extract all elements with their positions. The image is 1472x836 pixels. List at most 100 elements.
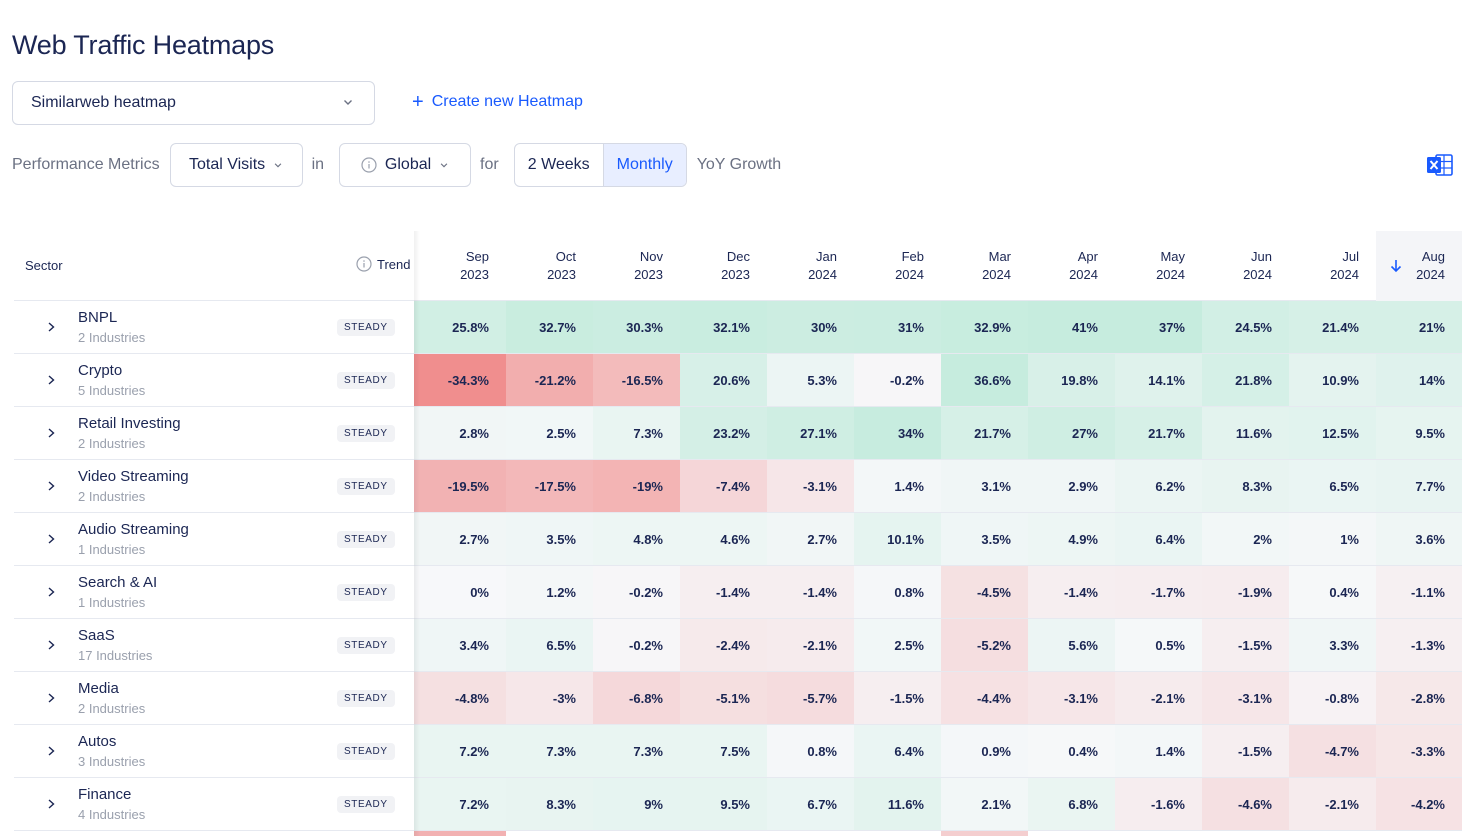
sector-name[interactable]: Autos [78, 733, 117, 750]
chevron-right-icon[interactable] [45, 479, 57, 493]
month-header[interactable]: Mar 2024 [941, 231, 1028, 301]
month-header-month: Jan [816, 249, 837, 264]
month-header[interactable]: Jun 2024 [1202, 231, 1289, 301]
heatmap-cell: 14% [1376, 354, 1462, 406]
heatmap-cell: 25.8% [414, 301, 506, 353]
table-row[interactable]: Crypto 5 Industries STEADY -34.3% -21.2% -16.… [14, 354, 1462, 407]
table-row[interactable]: Search & AI 1 Industries STEADY 0% 1.2% -0.2%… [14, 566, 1462, 619]
heatmap-cell: 7.2% [414, 778, 506, 830]
in-word: in [311, 156, 325, 173]
sector-name[interactable]: Retail Investing [78, 415, 181, 432]
heatmap-cell: 27.1% [767, 407, 854, 459]
heatmap-cell: 27% [1028, 407, 1115, 459]
heatmap-cell: -4.4% [941, 672, 1028, 724]
sector-name[interactable]: Video Streaming [78, 468, 189, 485]
chevron-right-icon[interactable] [45, 797, 57, 811]
heatmap-cell: -3.3% [1376, 725, 1462, 777]
month-header[interactable]: May 2024 [1115, 231, 1202, 301]
sector-header[interactable]: Sector [25, 258, 63, 273]
sector-name[interactable]: BNPL [78, 309, 118, 326]
month-header-month: Jun [1251, 249, 1272, 264]
month-header[interactable]: Oct 2023 [506, 231, 593, 301]
filters-bar: Performance Metrics Total Visits in Glob… [12, 143, 781, 187]
heatmap-cell: 11.6% [854, 778, 941, 830]
period-monthly[interactable]: Monthly [602, 144, 686, 186]
heatmap-cell: 7.5% [680, 725, 767, 777]
chevron-right-icon[interactable] [45, 638, 57, 652]
month-header[interactable]: Dec 2023 [680, 231, 767, 301]
chevron-right-icon[interactable] [45, 426, 57, 440]
month-header[interactable]: Aug 2024 [1376, 231, 1462, 301]
period-2-weeks[interactable]: 2 Weeks [527, 156, 590, 173]
heatmap-cell: 31% [854, 301, 941, 353]
heatmap-cell: 32.1% [680, 301, 767, 353]
table-row[interactable]: Media 2 Industries STEADY -4.8% -3% -6.8% -5.1… [14, 672, 1462, 725]
heatmap-cell: -2.1% [1115, 672, 1202, 724]
sector-industries: 3 Industries [78, 754, 146, 769]
sector-name[interactable]: Audio Streaming [78, 521, 189, 538]
table-row[interactable]: Video Streaming 2 Industries STEADY -19.5% -… [14, 460, 1462, 513]
heatmap-cell: -1.5% [1202, 619, 1289, 671]
chevron-right-icon[interactable] [45, 532, 57, 546]
chevron-right-icon[interactable] [45, 744, 57, 758]
heatmap-cell: 23.2% [680, 407, 767, 459]
chevron-right-icon[interactable] [45, 585, 57, 599]
month-header[interactable]: Jul 2024 [1289, 231, 1376, 301]
sector-name[interactable]: Search & AI [78, 574, 158, 591]
heatmap-cell: 6.4% [1115, 513, 1202, 565]
sector-name[interactable]: Finance [78, 786, 132, 803]
heatmap-cell: -2.1% [767, 619, 854, 671]
heatmap-cell: 3.1% [941, 460, 1028, 512]
trend-badge: STEADY [337, 425, 395, 442]
month-header[interactable]: Apr 2024 [1028, 231, 1115, 301]
table-row[interactable]: Audio Streaming 1 Industries STEADY 2.7% 3.5… [14, 513, 1462, 566]
sector-name[interactable]: Crypto [78, 362, 123, 379]
heatmap-cell: 9.5% [680, 778, 767, 830]
metric-dropdown[interactable]: Total Visits [169, 143, 303, 187]
table-row[interactable]: BNPL 2 Industries STEADY 25.8% 32.7% 30.3% 32.… [14, 301, 1462, 354]
heatmap-cell: 2.7% [767, 513, 854, 565]
chevron-right-icon[interactable] [45, 373, 57, 387]
month-header-year: 2024 [1069, 267, 1098, 282]
heatmap-cell: -5.1% [680, 672, 767, 724]
chevron-right-icon[interactable] [45, 320, 57, 334]
table-row[interactable]: Autos 3 Industries STEADY 7.2% 7.3% 7.3% 7.5% 0… [14, 725, 1462, 778]
heatmap-cell: -2.1% [1289, 778, 1376, 830]
sector-industries: 1 Industries [78, 542, 146, 557]
trend-header[interactable]: Trend [356, 256, 410, 272]
trend-header-label: Trend [377, 256, 411, 272]
table-row-partial [14, 831, 1462, 836]
heatmap-cell: 0.8% [854, 566, 941, 618]
month-header[interactable]: Jan 2024 [767, 231, 854, 301]
heatmap-cell: 5.6% [1028, 619, 1115, 671]
month-header[interactable]: Nov 2023 [593, 231, 680, 301]
month-header[interactable]: Sep 2023 [414, 231, 506, 301]
trend-badge: STEADY [337, 372, 395, 389]
table-row[interactable]: Finance 4 Industries STEADY 7.2% 8.3% 9% 9.5% 6… [14, 778, 1462, 831]
heatmap-cell: 2.9% [1028, 460, 1115, 512]
chevron-right-icon[interactable] [45, 691, 57, 705]
table-body: BNPL 2 Industries STEADY 25.8% 32.7% 30.3% 32.… [14, 301, 1462, 831]
sector-name[interactable]: Media [78, 680, 119, 697]
heatmap-select[interactable]: Similarweb heatmap [12, 81, 375, 125]
heatmap-cell: 2.5% [854, 619, 941, 671]
heatmap-cell: 11.6% [1202, 407, 1289, 459]
trend-badge: STEADY [337, 478, 395, 495]
heatmap-cell: 2% [1202, 513, 1289, 565]
region-dropdown[interactable]: Global [339, 143, 472, 187]
excel-export-icon[interactable] [1427, 153, 1453, 177]
sector-name[interactable]: SaaS [78, 627, 115, 644]
heatmap-cell: -16.5% [593, 354, 680, 406]
heatmap-cell: 8.3% [1202, 460, 1289, 512]
heatmap-cell: -0.2% [593, 566, 680, 618]
heatmap-cell: 21.8% [1202, 354, 1289, 406]
heatmap-cell: 37% [1115, 301, 1202, 353]
table-row[interactable]: SaaS 17 Industries STEADY 3.4% 6.5% -0.2% -2.4… [14, 619, 1462, 672]
month-header-month: May [1160, 249, 1185, 264]
page-title: Web Traffic Heatmaps [12, 30, 275, 60]
trend-badge: STEADY [337, 637, 395, 654]
month-header-year: 2023 [634, 267, 663, 282]
month-header[interactable]: Feb 2024 [854, 231, 941, 301]
table-row[interactable]: Retail Investing 2 Industries STEADY 2.8% 2.… [14, 407, 1462, 460]
create-heatmap-link[interactable]: + Create new Heatmap [412, 92, 583, 112]
